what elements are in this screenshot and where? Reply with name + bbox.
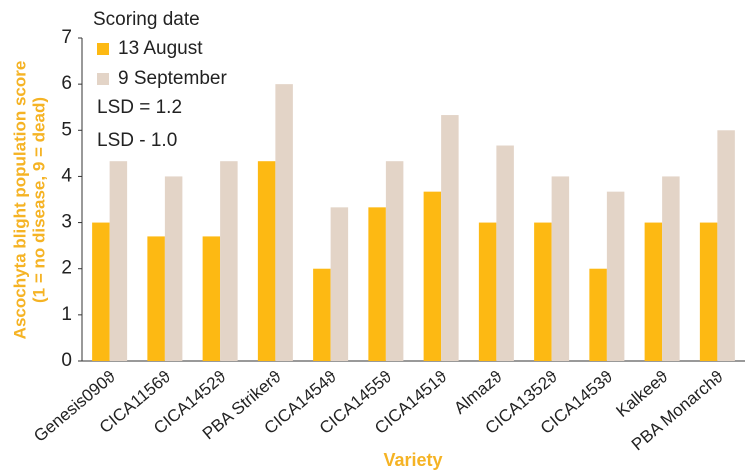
bar — [385, 161, 404, 361]
bar — [330, 207, 349, 361]
y-tick-label: 7 — [61, 27, 72, 48]
x-axis-label: Variety — [383, 450, 442, 470]
bar — [662, 176, 680, 361]
bar — [109, 161, 128, 361]
legend-swatch — [97, 43, 109, 55]
bar — [202, 236, 221, 361]
bar — [441, 115, 459, 362]
bar — [699, 222, 718, 361]
bar — [534, 222, 552, 361]
y-tick-label: 6 — [61, 73, 72, 94]
bar — [423, 191, 442, 361]
y-tick-label: 2 — [61, 258, 72, 279]
legend-label: 13 August — [118, 38, 203, 59]
bar — [644, 222, 663, 361]
legend-label: 9 September — [118, 68, 227, 89]
legend-title: Scoring date — [93, 9, 200, 30]
legend-swatch — [97, 73, 109, 85]
annotation: LSD = 1.2 — [97, 97, 182, 118]
y-tick-label: 1 — [61, 304, 72, 325]
bar — [147, 236, 165, 361]
bar — [606, 191, 625, 361]
bar — [164, 176, 183, 361]
bar — [220, 161, 238, 361]
bar — [496, 145, 514, 361]
bar — [313, 268, 331, 361]
y-axis-label: Ascochyta blight population score — [10, 61, 29, 340]
annotation: LSD - 1.0 — [97, 130, 177, 151]
bar — [478, 222, 497, 361]
bar — [257, 161, 276, 361]
bar — [717, 130, 735, 361]
y-tick-label: 3 — [61, 212, 72, 233]
y-axis-label: (1 = no disease, 9 = dead) — [29, 97, 48, 303]
y-tick-label: 4 — [61, 165, 72, 186]
bar — [589, 268, 607, 361]
bar — [92, 222, 110, 361]
bar — [368, 207, 386, 361]
bar — [275, 84, 293, 362]
bar — [551, 176, 570, 361]
y-tick-label: 0 — [61, 350, 72, 371]
y-tick-label: 5 — [61, 119, 72, 140]
